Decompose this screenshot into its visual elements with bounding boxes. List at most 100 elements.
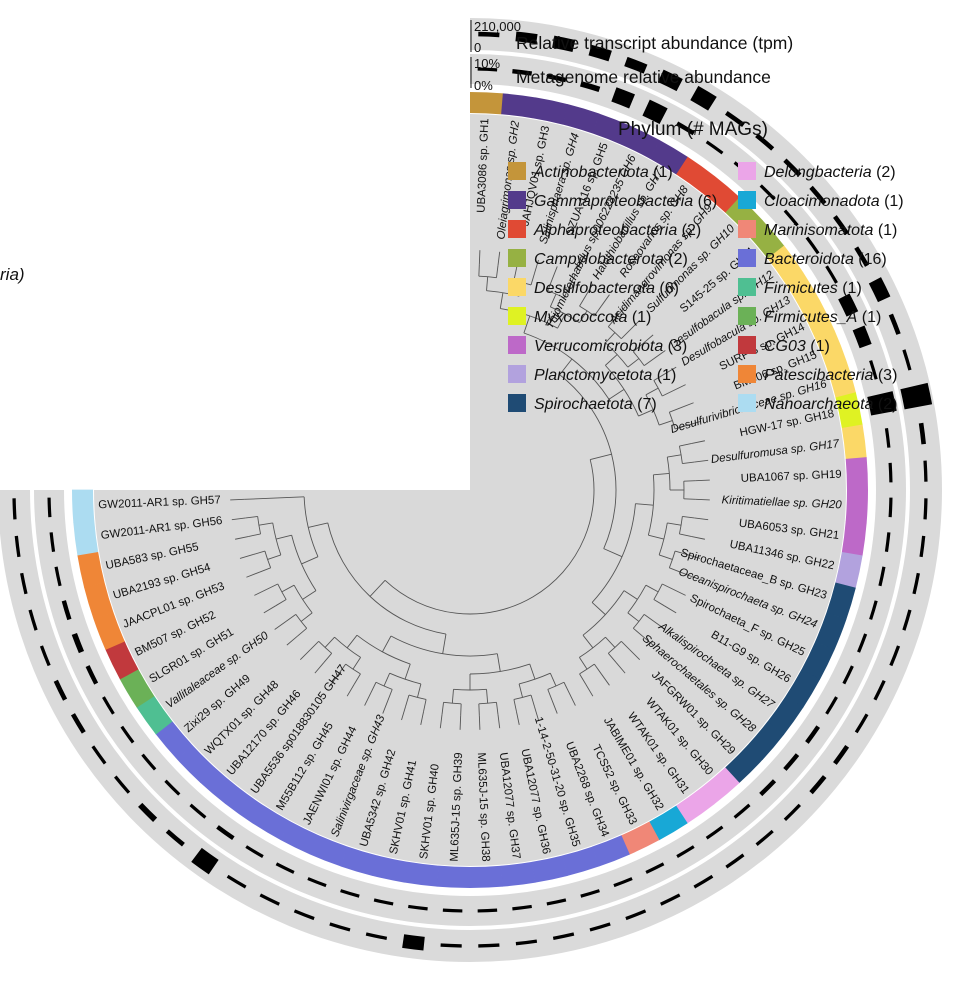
tree-branch [530, 694, 535, 707]
tree-branch [486, 276, 489, 291]
phylum-strip-segment [815, 330, 847, 368]
transcript-abundance-bar [28, 609, 38, 631]
tree-branch [672, 384, 686, 392]
tree-arc [582, 590, 625, 636]
tree-branch [231, 517, 246, 521]
transcript-abundance-bar [783, 803, 802, 822]
metagenome-abundance-bar [825, 696, 838, 715]
tree-branch [557, 313, 566, 329]
phylum-strip-segment [785, 272, 821, 311]
legend-item: Cloacimonadota (1) [738, 191, 904, 210]
tree-branch [254, 588, 268, 596]
tree-branch [674, 425, 687, 430]
transcript-abundance-bar [259, 893, 280, 906]
tree-branch [642, 334, 654, 345]
phylum-strip-segment [835, 552, 863, 589]
tree-branch [497, 714, 501, 729]
tree-branch [551, 700, 558, 714]
tree-branch [405, 694, 410, 707]
tree-branch [486, 689, 489, 704]
legend-item: Myxococcota (1) [508, 307, 651, 326]
legend-item: Verrucomicrobiota (3) [508, 336, 687, 355]
metagenome-abundance-bar [275, 862, 295, 874]
metagenome-abundance-bar [512, 904, 532, 911]
legend-label: Nanoarchaeota (2) [764, 396, 897, 413]
abundance-rings [0, 18, 942, 962]
phylum-strip-segment [176, 745, 215, 783]
tree-branch [629, 649, 641, 661]
tree-branch [590, 453, 612, 460]
tree-branch [667, 454, 682, 458]
metagenome-abundance-bar [408, 904, 428, 911]
legend-swatch [738, 191, 756, 209]
phylum-strip-segment [845, 457, 868, 491]
transcript-abundance-bar [833, 215, 850, 235]
tree-arc [547, 290, 565, 299]
metagenome-abundance-bar [373, 898, 394, 906]
metagenome-abundance-bar [884, 532, 891, 552]
tree-branch [370, 682, 377, 694]
metagenome-abundance-bar [759, 184, 776, 201]
metagenome-scale-max: 10% [474, 56, 500, 71]
phylum-strip-segment [562, 104, 600, 134]
tree-arc [579, 305, 595, 317]
transcript-abundance-bar [889, 645, 901, 667]
tree-branch [633, 627, 643, 637]
tree-arc [327, 522, 447, 635]
tree-branch [600, 294, 610, 307]
legend-item: Firmicutes_A (1) [738, 307, 881, 326]
legend-item: Patescibacteria (3) [738, 365, 897, 384]
tree-branch [653, 373, 665, 381]
legend-label: Myxococcota (1) [534, 309, 651, 326]
tree-branch [563, 682, 570, 694]
tree-branch [662, 390, 674, 397]
phylum-strip-segment [562, 846, 600, 876]
tree-branch [605, 354, 618, 366]
phylum-strip-segment [675, 787, 715, 824]
phylum-strip-segment [826, 360, 856, 398]
tree-branch [382, 635, 392, 653]
phylum-strip-segment [119, 669, 155, 708]
legend-swatch [508, 249, 526, 267]
tree-branch [672, 588, 686, 596]
tree-branch [629, 319, 641, 331]
metagenome-abundance-bar [61, 600, 72, 621]
tree-branch [691, 440, 705, 445]
legend-item: Actinobacteriota (1) [508, 162, 673, 181]
tree-branch [239, 554, 254, 559]
phylum-strip-segment [649, 805, 688, 841]
tree-branch [346, 683, 355, 697]
transcript-abundance-bar [902, 609, 912, 631]
tree-branch [663, 605, 677, 614]
tree-branch [330, 673, 340, 686]
tree-branch [593, 663, 602, 675]
metagenome-abundance-bar [888, 462, 893, 483]
leaf-label: UBA1067 sp. GH19 [741, 469, 842, 485]
tree-branch [496, 653, 501, 672]
legend-item: Nanoarchaeota (2) [738, 394, 897, 413]
transcript-scale-min: 0 [474, 40, 481, 55]
tree-branch [694, 517, 709, 521]
transcript-abundance-bar [854, 246, 870, 267]
tree-branch [245, 516, 258, 519]
tree-branch [423, 699, 427, 712]
legend-label: Cloacimonadota (1) [764, 193, 904, 210]
metagenome-abundance-bar [613, 877, 633, 888]
phylum-strip-segment [649, 139, 688, 175]
tree-branch [253, 550, 266, 555]
legend-label: Desulfobacterota (6) [534, 280, 679, 297]
tree-branch [297, 627, 307, 637]
legend-swatch [508, 162, 526, 180]
tree-branch [518, 683, 523, 698]
metagenome-abundance-bar [869, 360, 878, 380]
tree-arc [277, 583, 287, 600]
legend-swatch [738, 365, 756, 383]
tree-branch [607, 317, 617, 327]
tree-branch [352, 657, 361, 670]
phylum-strip-segment [469, 865, 503, 889]
tree-branch [659, 420, 673, 426]
metagenome-abundance-bar [189, 803, 207, 819]
metagenome-ring-title: Metagenome relative abundance [516, 67, 771, 87]
tree-arc [264, 550, 272, 568]
tree-branch [680, 402, 694, 409]
